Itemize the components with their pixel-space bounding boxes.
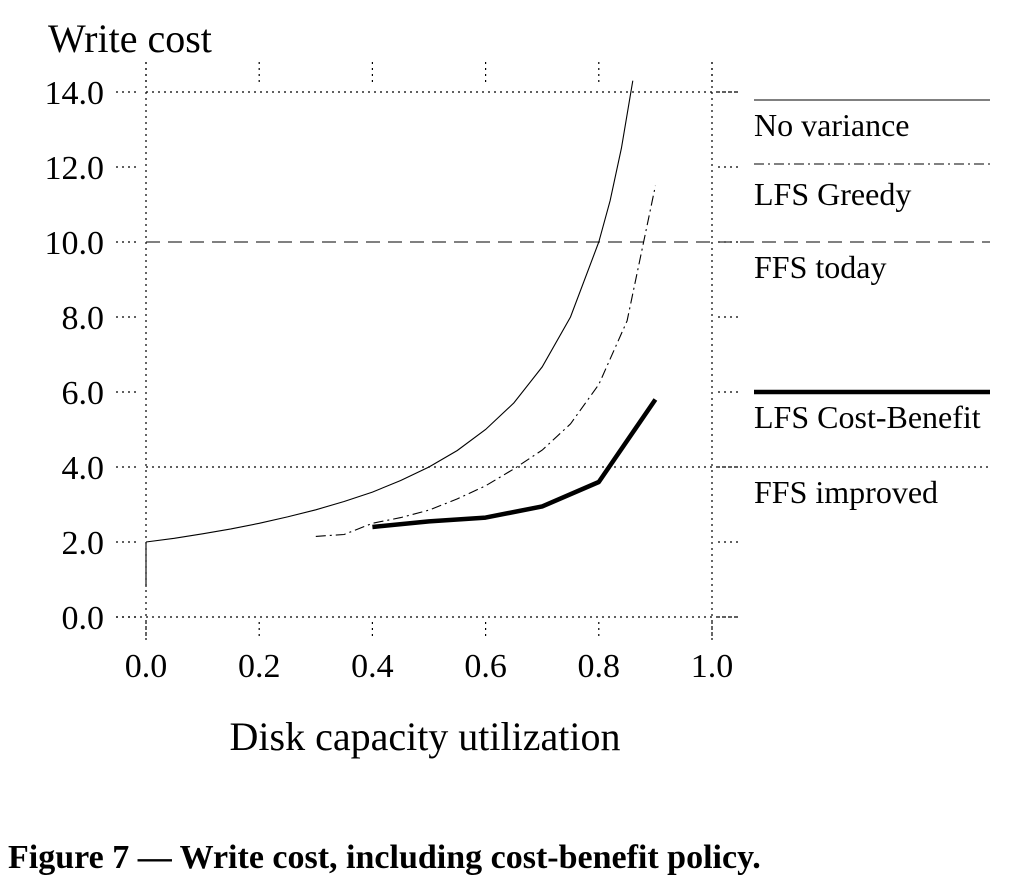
series-line-no-variance <box>145 80 634 543</box>
legend-label-ffs-improved: FFS improved <box>754 474 938 510</box>
x-tick-label: 0.4 <box>351 648 394 685</box>
y-tick-labels: 0.0 2.0 4.0 6.0 8.0 10.0 12.0 14.0 <box>45 75 105 637</box>
legend-label-lfs-cost-benefit: LFS Cost-Benefit <box>754 399 981 435</box>
series-line-lfs-cost-benefit <box>372 398 658 530</box>
reference-lines <box>146 241 990 468</box>
x-tick-label: 1.0 <box>691 648 734 685</box>
x-tick-label: 0.6 <box>464 648 507 685</box>
y-tick-label: 4.0 <box>62 450 105 487</box>
y-tick-label: 0.0 <box>62 600 105 637</box>
series-lines <box>145 80 658 587</box>
y-tick-label: 6.0 <box>62 375 105 412</box>
y-tick-label: 14.0 <box>45 75 105 112</box>
chart-title: Write cost <box>48 16 212 61</box>
legend-label-lfs-greedy: LFS Greedy <box>754 176 911 212</box>
x-tick-label: 0.8 <box>578 648 621 685</box>
x-tick-label: 0.2 <box>238 648 281 685</box>
x-tick-label: 0.0 <box>125 648 168 685</box>
series-line-lfs-greedy <box>315 185 656 537</box>
legend-label-no-variance: No variance <box>754 107 909 143</box>
legend-label-ffs-today: FFS today <box>754 249 886 285</box>
legend: No variance LFS Greedy FFS today LFS Cost-B… <box>754 99 990 510</box>
y-tick-label: 12.0 <box>45 150 105 187</box>
x-axis-label: Disk capacity utilization <box>230 714 621 759</box>
y-tick-label: 2.0 <box>62 525 105 562</box>
figure-caption: Figure 7 — Write cost, including cost-be… <box>8 839 761 876</box>
x-tick-labels: 0.0 0.2 0.4 0.6 0.8 1.0 <box>125 648 734 685</box>
y-tick-label: 8.0 <box>62 300 105 337</box>
y-tick-label: 10.0 <box>45 225 105 262</box>
plot-frame <box>116 62 740 640</box>
